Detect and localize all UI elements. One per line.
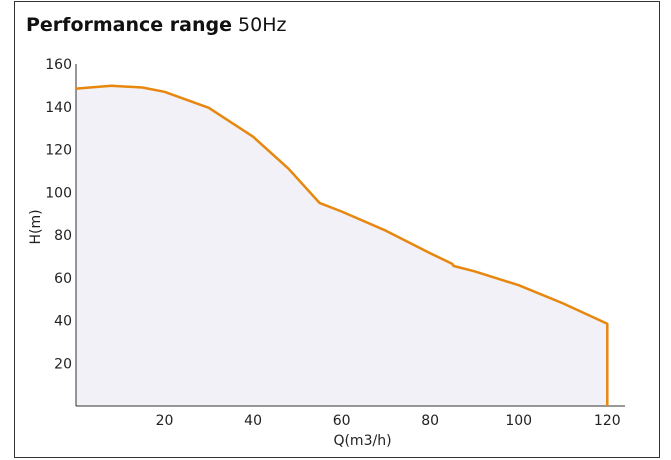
chart-title-suffix: 50Hz [238, 14, 287, 36]
y-tick-label: 160 [45, 57, 72, 73]
x-tick-label: 60 [333, 413, 351, 429]
y-tick-label: 120 [45, 143, 72, 159]
performance-area [76, 85, 608, 407]
x-tick-label: 40 [244, 413, 262, 429]
chart-title: Performance range 50Hz [26, 14, 286, 36]
x-tick-label: 120 [594, 413, 621, 429]
x-tick-label: 20 [156, 413, 174, 429]
y-tick-label: 40 [54, 314, 72, 330]
chart-title-main: Performance range [26, 14, 232, 36]
y-tick-label: 80 [54, 228, 72, 244]
x-tick-label: 100 [505, 413, 532, 429]
y-tick-label: 140 [45, 100, 72, 116]
x-tick-label: 80 [421, 413, 439, 429]
y-tick-label: 100 [45, 185, 72, 201]
y-tick-label: 60 [54, 271, 72, 287]
performance-curve [75, 84, 609, 406]
y-tick-label: 20 [54, 356, 72, 372]
x-axis-label: Q(m3/h) [333, 433, 391, 449]
y-axis-label: H(m) [28, 209, 44, 244]
